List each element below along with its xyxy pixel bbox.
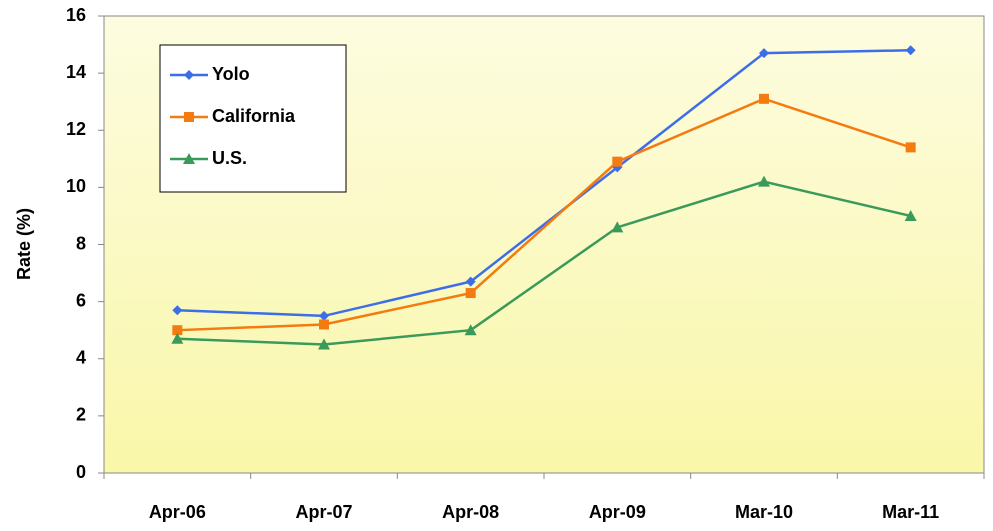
y-tick-label: 4	[76, 348, 86, 368]
marker	[905, 45, 916, 56]
x-tick-label: Mar-11	[882, 502, 939, 522]
x-tick-label: Apr-09	[589, 502, 646, 522]
marker	[612, 156, 623, 167]
marker	[171, 332, 184, 344]
x-tick-label: Apr-08	[442, 502, 499, 522]
legend-label: U.S.	[212, 148, 247, 168]
marker	[611, 221, 624, 233]
y-tick-label: 16	[66, 5, 86, 25]
y-tick-label: 8	[76, 233, 86, 253]
series-line	[177, 49, 911, 318]
legend-label: Yolo	[212, 64, 250, 84]
marker	[465, 276, 476, 287]
legend-box	[159, 44, 347, 193]
y-tick-label: 12	[66, 119, 86, 139]
y-tick-label: 2	[76, 405, 86, 425]
marker	[183, 153, 195, 164]
marker	[184, 112, 194, 122]
marker	[464, 324, 477, 336]
series-line	[177, 97, 912, 332]
legend-label: California	[212, 106, 296, 126]
y-tick-label: 6	[76, 290, 86, 310]
x-tick-label: Mar-10	[735, 502, 793, 522]
marker	[318, 338, 330, 350]
y-tick-label: 0	[76, 462, 86, 482]
series-line	[177, 180, 911, 346]
legend: Yolo California U.S.	[159, 44, 347, 193]
marker	[904, 209, 917, 221]
marker	[172, 305, 183, 316]
marker	[465, 288, 476, 299]
y-axis-label: Rate (%)	[14, 208, 34, 280]
marker	[319, 319, 329, 330]
marker	[172, 325, 183, 336]
marker	[758, 175, 770, 187]
marker	[319, 310, 329, 321]
x-tick-label: Apr-07	[295, 502, 352, 522]
marker	[759, 93, 769, 104]
marker	[905, 142, 916, 153]
y-tick-label: 14	[66, 62, 86, 82]
marker	[759, 48, 769, 59]
marker	[184, 70, 194, 80]
x-tick-label: Apr-06	[149, 502, 206, 522]
y-tick-label: 10	[66, 176, 86, 196]
